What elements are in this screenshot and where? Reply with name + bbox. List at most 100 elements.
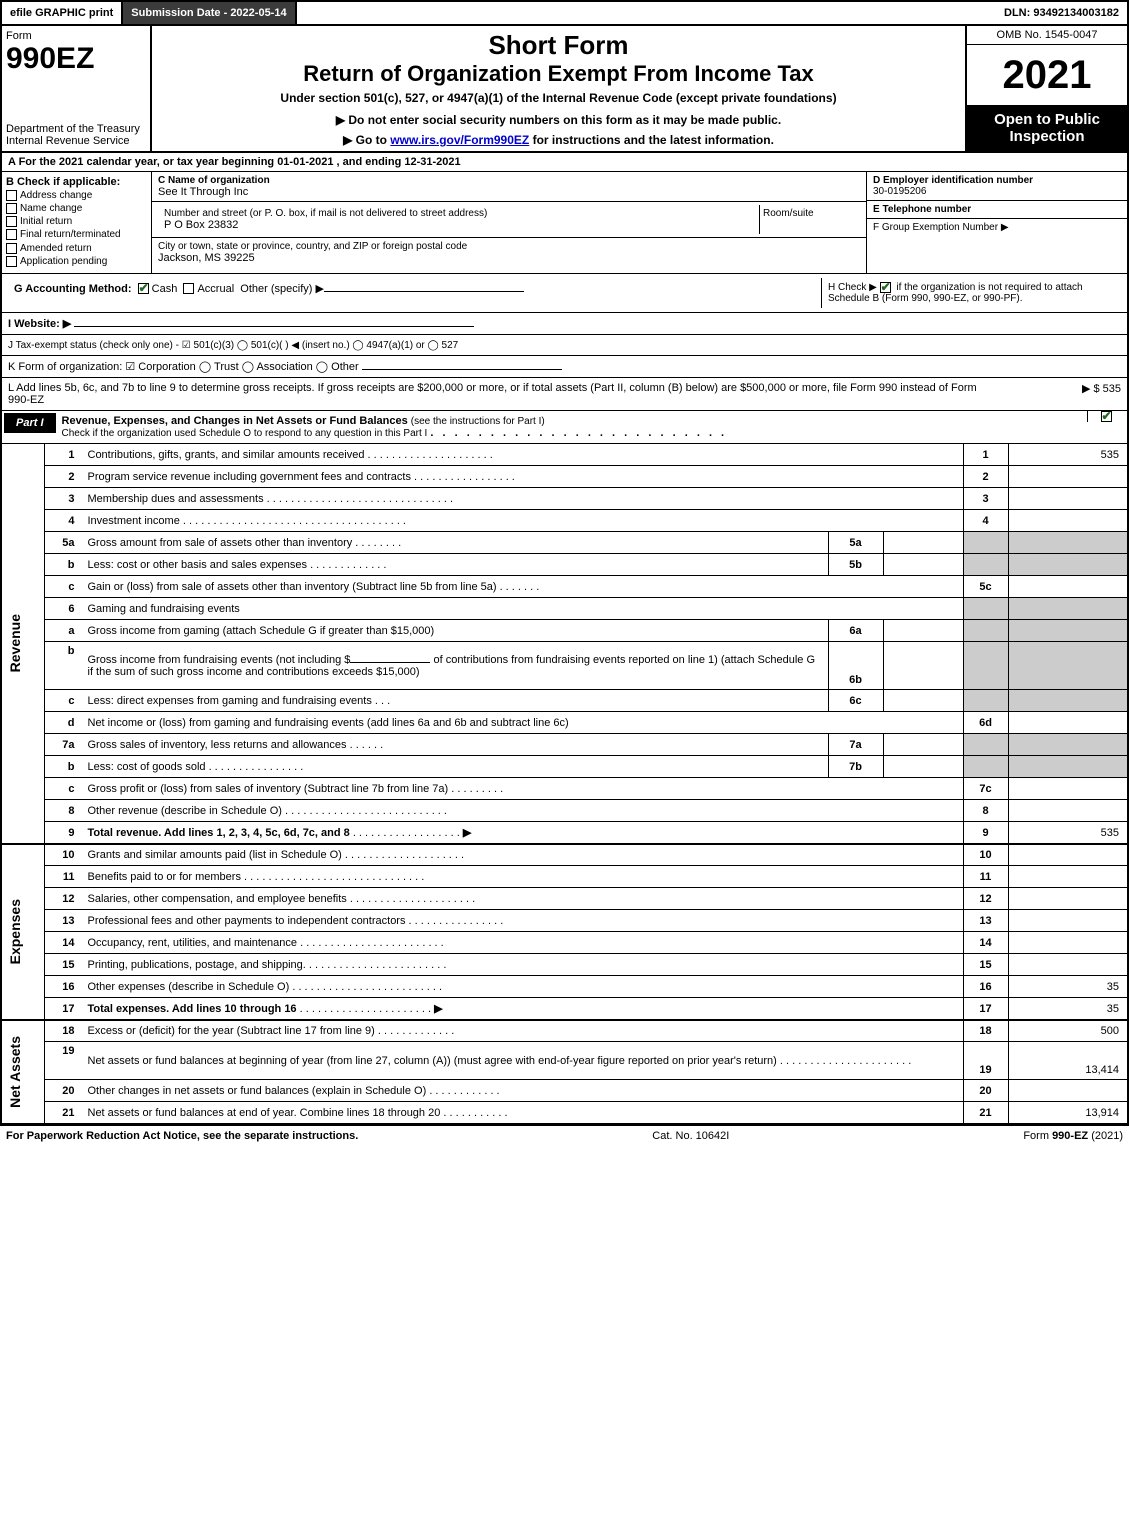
topbar: efile GRAPHIC print Submission Date - 20… [0,0,1129,26]
footer-catno: Cat. No. 10642I [652,1130,729,1142]
line-13-value [1008,910,1128,932]
row-l-amount: ▶ $ 535 [1001,382,1121,406]
ein-label: D Employer identification number [873,175,1121,186]
line-10-desc: Grants and similar amounts paid (list in… [88,849,342,861]
line-6a-value [883,620,963,642]
room-suite-label: Room/suite [760,205,860,234]
chk-amended-return[interactable]: Amended return [6,243,147,254]
efile-print-label[interactable]: efile GRAPHIC print [2,2,123,24]
line-6b-value [883,642,963,690]
line-10-value [1008,844,1128,866]
part1-subtitle: (see the instructions for Part I) [411,416,545,427]
short-form-title: Short Form [156,30,961,61]
c-name-label: C Name of organization [158,175,860,186]
chk-accrual[interactable] [183,283,194,294]
page-footer: For Paperwork Reduction Act Notice, see … [0,1124,1129,1146]
line-9-value: 535 [1008,822,1128,844]
line-19-desc: Net assets or fund balances at beginning… [88,1055,777,1067]
line-6b-desc1: Gross income from fundraising events (no… [88,654,351,666]
goto-pre: ▶ Go to [343,133,390,147]
goto-text: ▶ Go to www.irs.gov/Form990EZ for instru… [156,133,961,147]
ein-value: 30-0195206 [873,186,1121,197]
chk-initial-return[interactable]: Initial return [6,216,147,227]
line-3-desc: Membership dues and assessments [88,493,264,505]
group-exemption-label: F Group Exemption Number ▶ [873,222,1121,233]
open-to-public: Open to Public Inspection [967,105,1127,151]
part1-title: Revenue, Expenses, and Changes in Net As… [62,415,408,427]
line-5a-value [883,532,963,554]
line-4-desc: Investment income [88,515,180,527]
col-b-checkboxes: B Check if applicable: Address change Na… [2,172,152,273]
row-k-form-org: K Form of organization: ☑ Corporation ◯ … [0,356,1129,378]
form-header: Form 990EZ Department of the Treasury In… [0,26,1129,153]
sidebar-net-assets: Net Assets [1,1020,45,1124]
city-value: Jackson, MS 39225 [158,252,860,264]
line-6c-value [883,690,963,712]
chk-cash[interactable] [138,283,149,294]
sidebar-revenue: Revenue [1,444,45,844]
irs-link[interactable]: www.irs.gov/Form990EZ [390,133,529,147]
h-check-label: H Check ▶ [828,282,877,293]
line-14-desc: Occupancy, rent, utilities, and maintena… [88,937,298,949]
line-5a-desc: Gross amount from sale of assets other t… [88,537,353,549]
under-section-text: Under section 501(c), 527, or 4947(a)(1)… [156,91,961,105]
line-7a-desc: Gross sales of inventory, less returns a… [88,739,347,751]
line-4-value [1008,510,1128,532]
row-l-gross-receipts: L Add lines 5b, 6c, and 7b to line 9 to … [0,378,1129,411]
line-13-desc: Professional fees and other payments to … [88,915,406,927]
line-9-desc: Total revenue. Add lines 1, 2, 3, 4, 5c,… [88,827,350,839]
line-16-value: 35 [1008,976,1128,998]
chk-address-change[interactable]: Address change [6,190,147,201]
website-label: I Website: ▶ [8,318,71,330]
line-5c-desc: Gain or (loss) from sale of assets other… [88,581,497,593]
line-6d-desc: Net income or (loss) from gaming and fun… [88,717,569,729]
col-d-ein-phone: D Employer identification number 30-0195… [867,172,1127,273]
row-a-tax-year: A For the 2021 calendar year, or tax yea… [0,153,1129,172]
omb-number: OMB No. 1545-0047 [967,26,1127,45]
chk-name-change[interactable]: Name change [6,203,147,214]
street-value: P O Box 23832 [164,219,753,231]
header-left: Form 990EZ Department of the Treasury In… [2,26,152,151]
part1-check-line: Check if the organization used Schedule … [62,428,428,439]
submission-date-label: Submission Date - 2022-05-14 [123,2,296,24]
chk-schedule-o-part1[interactable] [1101,411,1112,422]
phone-label: E Telephone number [873,204,1121,215]
line-6d-value [1008,712,1128,734]
footer-paperwork: For Paperwork Reduction Act Notice, see … [6,1130,358,1142]
line-11-desc: Benefits paid to or for members [88,871,241,883]
line-1-desc: Contributions, gifts, grants, and simila… [88,449,365,461]
line-5c-value [1008,576,1128,598]
form-of-organization: K Form of organization: ☑ Corporation ◯ … [8,361,359,373]
form-number: 990EZ [6,42,146,76]
chk-final-return[interactable]: Final return/terminated [6,229,147,240]
line-8-desc: Other revenue (describe in Schedule O) [88,805,282,817]
line-1-rnum: 1 [963,444,1008,466]
sidebar-expenses: Expenses [1,844,45,1020]
row-g-h: G Accounting Method: Cash Accrual Other … [0,274,1129,313]
line-12-value [1008,888,1128,910]
line-6c-desc: Less: direct expenses from gaming and fu… [88,695,372,707]
line-17-value: 35 [1008,998,1128,1020]
line-21-desc: Net assets or fund balances at end of ye… [88,1107,441,1119]
chk-schedule-b-not-required[interactable] [880,282,891,293]
line-17-desc: Total expenses. Add lines 10 through 16 [88,1003,297,1015]
line-19-value: 13,414 [1008,1042,1128,1080]
line-7b-desc: Less: cost of goods sold [88,761,206,773]
header-right: OMB No. 1545-0047 2021 Open to Public In… [967,26,1127,151]
street-label: Number and street (or P. O. box, if mail… [164,208,753,219]
goto-post: for instructions and the latest informat… [529,133,774,147]
line-20-desc: Other changes in net assets or fund bala… [88,1085,427,1097]
chk-application-pending[interactable]: Application pending [6,256,147,267]
line-18-value: 500 [1008,1020,1128,1042]
line-3-value [1008,488,1128,510]
line-7c-value [1008,778,1128,800]
line-20-value [1008,1080,1128,1102]
row-l-text: L Add lines 5b, 6c, and 7b to line 9 to … [8,382,1001,406]
part1-header: Part I Revenue, Expenses, and Changes in… [0,411,1129,444]
c-name-value: See It Through Inc [158,186,860,198]
footer-form-rev: Form 990-EZ (2021) [1023,1130,1123,1142]
do-not-enter-text: ▶ Do not enter social security numbers o… [156,113,961,127]
line-2-value [1008,466,1128,488]
line-11-value [1008,866,1128,888]
line-1-value: 535 [1008,444,1128,466]
